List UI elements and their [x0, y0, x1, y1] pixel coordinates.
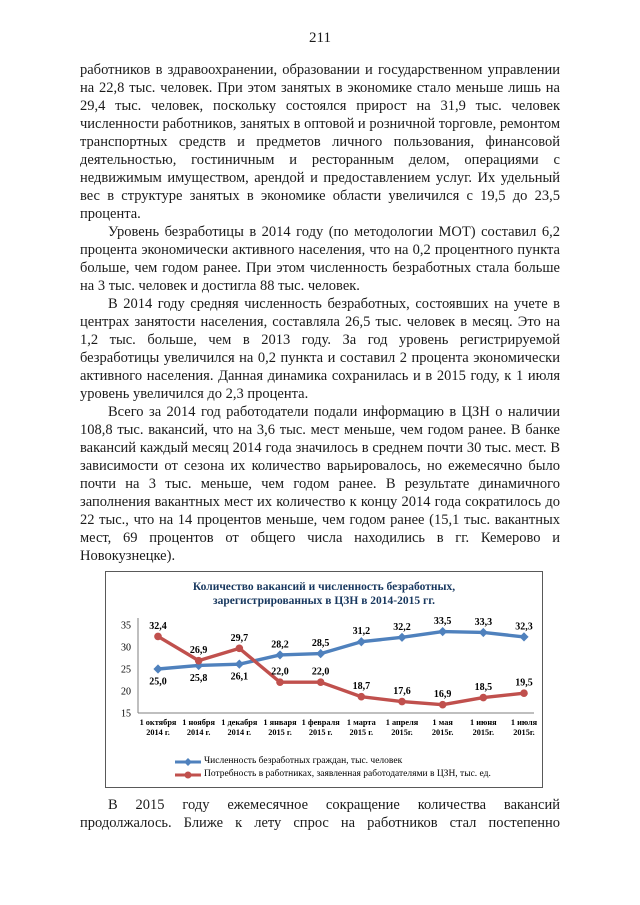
- data-label: 18,5: [475, 682, 493, 693]
- x-tick-label: 1 мая: [432, 718, 453, 727]
- data-label: 33,3: [475, 617, 493, 628]
- page-content: 211 работников в здравоохранении, образо…: [80, 30, 560, 832]
- data-point-marker: [398, 697, 406, 706]
- y-tick-label: 25: [121, 665, 131, 676]
- chart-title: Количество вакансий и численность безраб…: [106, 580, 542, 608]
- data-point-marker: [275, 650, 285, 660]
- x-tick-label: 1 февраля: [302, 718, 341, 727]
- data-label: 19,5: [515, 678, 533, 689]
- data-label: 18,7: [353, 681, 371, 692]
- x-tick-label: 2015г.: [432, 728, 454, 737]
- body-paragraph-2: Уровень безработицы в 2014 году (по мето…: [80, 224, 560, 294]
- x-tick-label: 1 апреля: [386, 718, 419, 727]
- y-tick-label: 20: [121, 687, 131, 698]
- data-label: 25,8: [190, 673, 208, 684]
- data-label: 22,0: [312, 667, 330, 678]
- chart-legend: Численность безработных граждан, тыс. че…: [174, 755, 542, 781]
- data-point-marker: [438, 627, 448, 637]
- data-label: 25,0: [149, 677, 167, 688]
- x-tick-label: 1 марта: [347, 718, 377, 727]
- y-tick-label: 35: [121, 621, 131, 632]
- x-tick-label: 2015г.: [473, 728, 495, 737]
- data-point-marker: [316, 649, 326, 659]
- x-tick-label: 1 июня: [470, 718, 497, 727]
- data-point-marker: [519, 632, 529, 642]
- y-tick-label: 30: [121, 643, 131, 654]
- x-tick-label: 1 декабря: [221, 718, 258, 727]
- data-point-marker: [478, 627, 488, 638]
- x-tick-label: 2014 г.: [187, 728, 211, 737]
- data-label: 28,2: [271, 639, 289, 650]
- legend-item-vacancies: Потребность в работниках, заявленная раб…: [174, 768, 542, 781]
- x-tick-label: 2015 г.: [268, 728, 292, 737]
- red-line-circle-icon: [175, 771, 201, 778]
- body-paragraph-1: работников в здравоохранении, образовани…: [80, 62, 560, 222]
- data-point-marker: [438, 700, 447, 709]
- body-paragraph-after-chart: В 2015 году ежемесячное сокращение колич…: [80, 797, 560, 831]
- x-tick-label: 2015 г.: [309, 728, 333, 737]
- data-label: 32,3: [515, 621, 533, 632]
- data-point-marker: [153, 664, 163, 674]
- data-point-marker: [276, 678, 284, 686]
- x-tick-label: 2014 г.: [146, 728, 170, 737]
- data-point-marker: [479, 693, 488, 702]
- data-label: 32,2: [393, 622, 411, 633]
- data-label: 29,7: [231, 633, 249, 644]
- x-tick-label: 2015г.: [391, 728, 413, 737]
- data-point-marker: [357, 692, 366, 701]
- data-label: 31,2: [353, 626, 371, 637]
- data-label: 16,9: [434, 689, 452, 700]
- data-label: 32,4: [149, 621, 167, 632]
- data-label: 22,0: [271, 667, 289, 678]
- vacancies-unemployment-chart: Количество вакансий и численность безраб…: [105, 571, 543, 788]
- x-tick-label: 2015г.: [513, 728, 535, 737]
- legend-label-unemployed: Численность безработных граждан, тыс. че…: [204, 756, 403, 766]
- x-tick-label: 2014 г.: [228, 728, 252, 737]
- data-point-marker: [154, 632, 162, 641]
- data-label: 17,6: [393, 686, 411, 697]
- chart-title-line1: Количество вакансий и численность безраб…: [192, 581, 456, 593]
- data-point-marker: [194, 656, 203, 665]
- data-label: 28,5: [312, 638, 330, 649]
- blue-line-diamond-icon: [175, 757, 201, 766]
- data-point-marker: [520, 689, 528, 697]
- x-tick-label: 1 октября: [140, 718, 177, 727]
- series-line-0: [157, 629, 525, 671]
- data-point-marker: [356, 637, 366, 647]
- data-label: 33,5: [434, 616, 452, 627]
- x-tick-label: 1 июля: [511, 718, 538, 727]
- data-point-marker: [316, 678, 325, 686]
- data-label: 26,1: [231, 672, 249, 683]
- page-number: 211: [309, 30, 331, 46]
- body-paragraph-4: Всего за 2014 год работодатели подали ин…: [80, 404, 560, 564]
- chart-title-line2: зарегистрированных в ЦЗН в 2014-2015 гг.: [212, 595, 436, 607]
- series-line-1: [157, 634, 525, 707]
- body-paragraph-3: В 2014 году средняя численность безработ…: [80, 296, 560, 402]
- data-point-marker: [234, 659, 244, 669]
- x-tick-label: 2015 г.: [350, 728, 374, 737]
- x-tick-label: 1 января: [263, 718, 297, 727]
- x-tick-label: 1 ноября: [182, 718, 215, 727]
- data-label: 26,9: [190, 645, 208, 656]
- y-tick-label: 15: [121, 709, 131, 720]
- legend-label-vacancies: Потребность в работниках, заявленная раб…: [204, 769, 491, 779]
- data-point-marker: [235, 644, 244, 653]
- legend-item-unemployed: Численность безработных граждан, тыс. че…: [174, 755, 542, 768]
- data-point-marker: [397, 632, 407, 642]
